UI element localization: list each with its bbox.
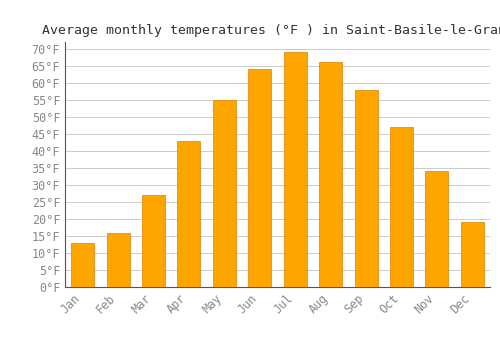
Bar: [248, 69, 272, 287]
Bar: [354, 90, 378, 287]
Bar: [461, 222, 484, 287]
Bar: [71, 243, 94, 287]
Title: Average monthly temperatures (°F ) in Saint-Basile-le-Grand: Average monthly temperatures (°F ) in Sa…: [42, 24, 500, 37]
Bar: [106, 232, 130, 287]
Bar: [178, 141, 201, 287]
Bar: [319, 62, 342, 287]
Bar: [213, 100, 236, 287]
Bar: [142, 195, 165, 287]
Bar: [284, 52, 306, 287]
Bar: [426, 171, 448, 287]
Bar: [390, 127, 413, 287]
